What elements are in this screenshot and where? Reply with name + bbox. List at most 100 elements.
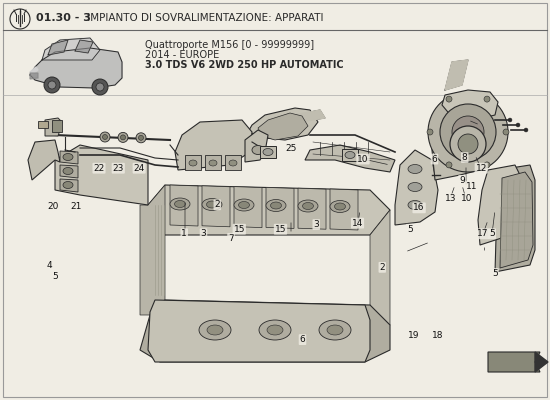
Text: 12: 12 [476, 164, 487, 173]
Polygon shape [295, 110, 325, 122]
Ellipse shape [174, 200, 185, 208]
Text: 21: 21 [70, 202, 81, 211]
Polygon shape [442, 90, 498, 120]
Polygon shape [248, 108, 318, 140]
Polygon shape [60, 165, 78, 178]
Polygon shape [395, 150, 438, 225]
Polygon shape [258, 113, 308, 140]
Polygon shape [495, 165, 535, 272]
Polygon shape [45, 118, 62, 136]
Polygon shape [148, 300, 370, 362]
Circle shape [446, 96, 452, 102]
Text: 7: 7 [228, 234, 234, 243]
Ellipse shape [259, 320, 291, 340]
Ellipse shape [239, 202, 250, 208]
Ellipse shape [263, 148, 273, 156]
Polygon shape [305, 145, 395, 172]
Ellipse shape [170, 198, 190, 210]
Circle shape [508, 118, 512, 122]
Text: 22: 22 [94, 164, 104, 173]
Polygon shape [42, 38, 100, 60]
Polygon shape [55, 145, 148, 205]
Circle shape [96, 83, 104, 91]
Circle shape [446, 162, 452, 168]
Text: 6: 6 [300, 335, 305, 344]
Text: 13: 13 [446, 194, 456, 203]
Circle shape [139, 135, 144, 140]
Ellipse shape [234, 199, 254, 211]
Ellipse shape [252, 146, 264, 154]
Polygon shape [30, 48, 122, 88]
Text: 15: 15 [234, 225, 245, 234]
Circle shape [450, 126, 486, 162]
Text: 14: 14 [352, 218, 363, 228]
Circle shape [44, 77, 60, 93]
Ellipse shape [266, 200, 286, 212]
Polygon shape [170, 185, 198, 226]
Text: 15: 15 [275, 225, 286, 234]
Polygon shape [488, 352, 540, 372]
Text: 6: 6 [432, 154, 437, 164]
Bar [38, 121, 48, 128]
Polygon shape [30, 67, 38, 74]
Text: 2: 2 [379, 263, 385, 272]
Text: 5: 5 [407, 225, 412, 234]
Circle shape [100, 132, 110, 142]
Circle shape [102, 134, 107, 140]
Text: 10: 10 [461, 194, 472, 203]
Ellipse shape [229, 160, 237, 166]
Ellipse shape [207, 325, 223, 335]
Polygon shape [202, 186, 230, 227]
Polygon shape [140, 185, 165, 315]
Polygon shape [30, 73, 38, 79]
Circle shape [516, 123, 520, 127]
Ellipse shape [63, 168, 73, 174]
Polygon shape [225, 155, 241, 170]
Text: 23: 23 [113, 164, 124, 173]
Ellipse shape [209, 160, 217, 166]
Polygon shape [234, 186, 262, 228]
Text: 19: 19 [409, 332, 420, 340]
Text: 8: 8 [462, 153, 468, 162]
Text: 5: 5 [492, 269, 498, 278]
Text: 10: 10 [358, 154, 368, 164]
Ellipse shape [408, 164, 422, 174]
Text: 11: 11 [466, 182, 477, 191]
Polygon shape [140, 300, 390, 362]
Circle shape [503, 129, 509, 135]
Circle shape [120, 135, 125, 140]
Ellipse shape [298, 200, 318, 212]
Polygon shape [500, 172, 533, 268]
Ellipse shape [319, 320, 351, 340]
Circle shape [484, 162, 490, 168]
Circle shape [136, 133, 146, 143]
Text: 18: 18 [432, 332, 443, 340]
Polygon shape [148, 185, 390, 235]
Polygon shape [175, 120, 252, 170]
Text: 5: 5 [490, 229, 495, 238]
Text: 5: 5 [52, 272, 58, 281]
Text: 16: 16 [414, 203, 425, 212]
Polygon shape [478, 165, 528, 245]
Polygon shape [185, 155, 201, 170]
Polygon shape [245, 130, 268, 162]
Ellipse shape [345, 152, 355, 158]
Polygon shape [60, 151, 78, 164]
Polygon shape [535, 352, 548, 372]
Text: 01.30 - 3: 01.30 - 3 [36, 13, 91, 23]
Ellipse shape [330, 200, 350, 212]
Polygon shape [75, 40, 93, 53]
Ellipse shape [302, 202, 313, 210]
Polygon shape [205, 155, 221, 170]
Text: 2014 - EUROPE: 2014 - EUROPE [145, 50, 219, 60]
Polygon shape [60, 179, 78, 192]
Ellipse shape [202, 198, 222, 210]
Circle shape [92, 79, 108, 95]
Ellipse shape [63, 154, 73, 160]
Polygon shape [432, 100, 492, 180]
Circle shape [427, 129, 433, 135]
Ellipse shape [334, 203, 345, 210]
Polygon shape [28, 140, 60, 180]
Text: 25: 25 [286, 144, 297, 153]
Text: 17: 17 [477, 229, 488, 238]
